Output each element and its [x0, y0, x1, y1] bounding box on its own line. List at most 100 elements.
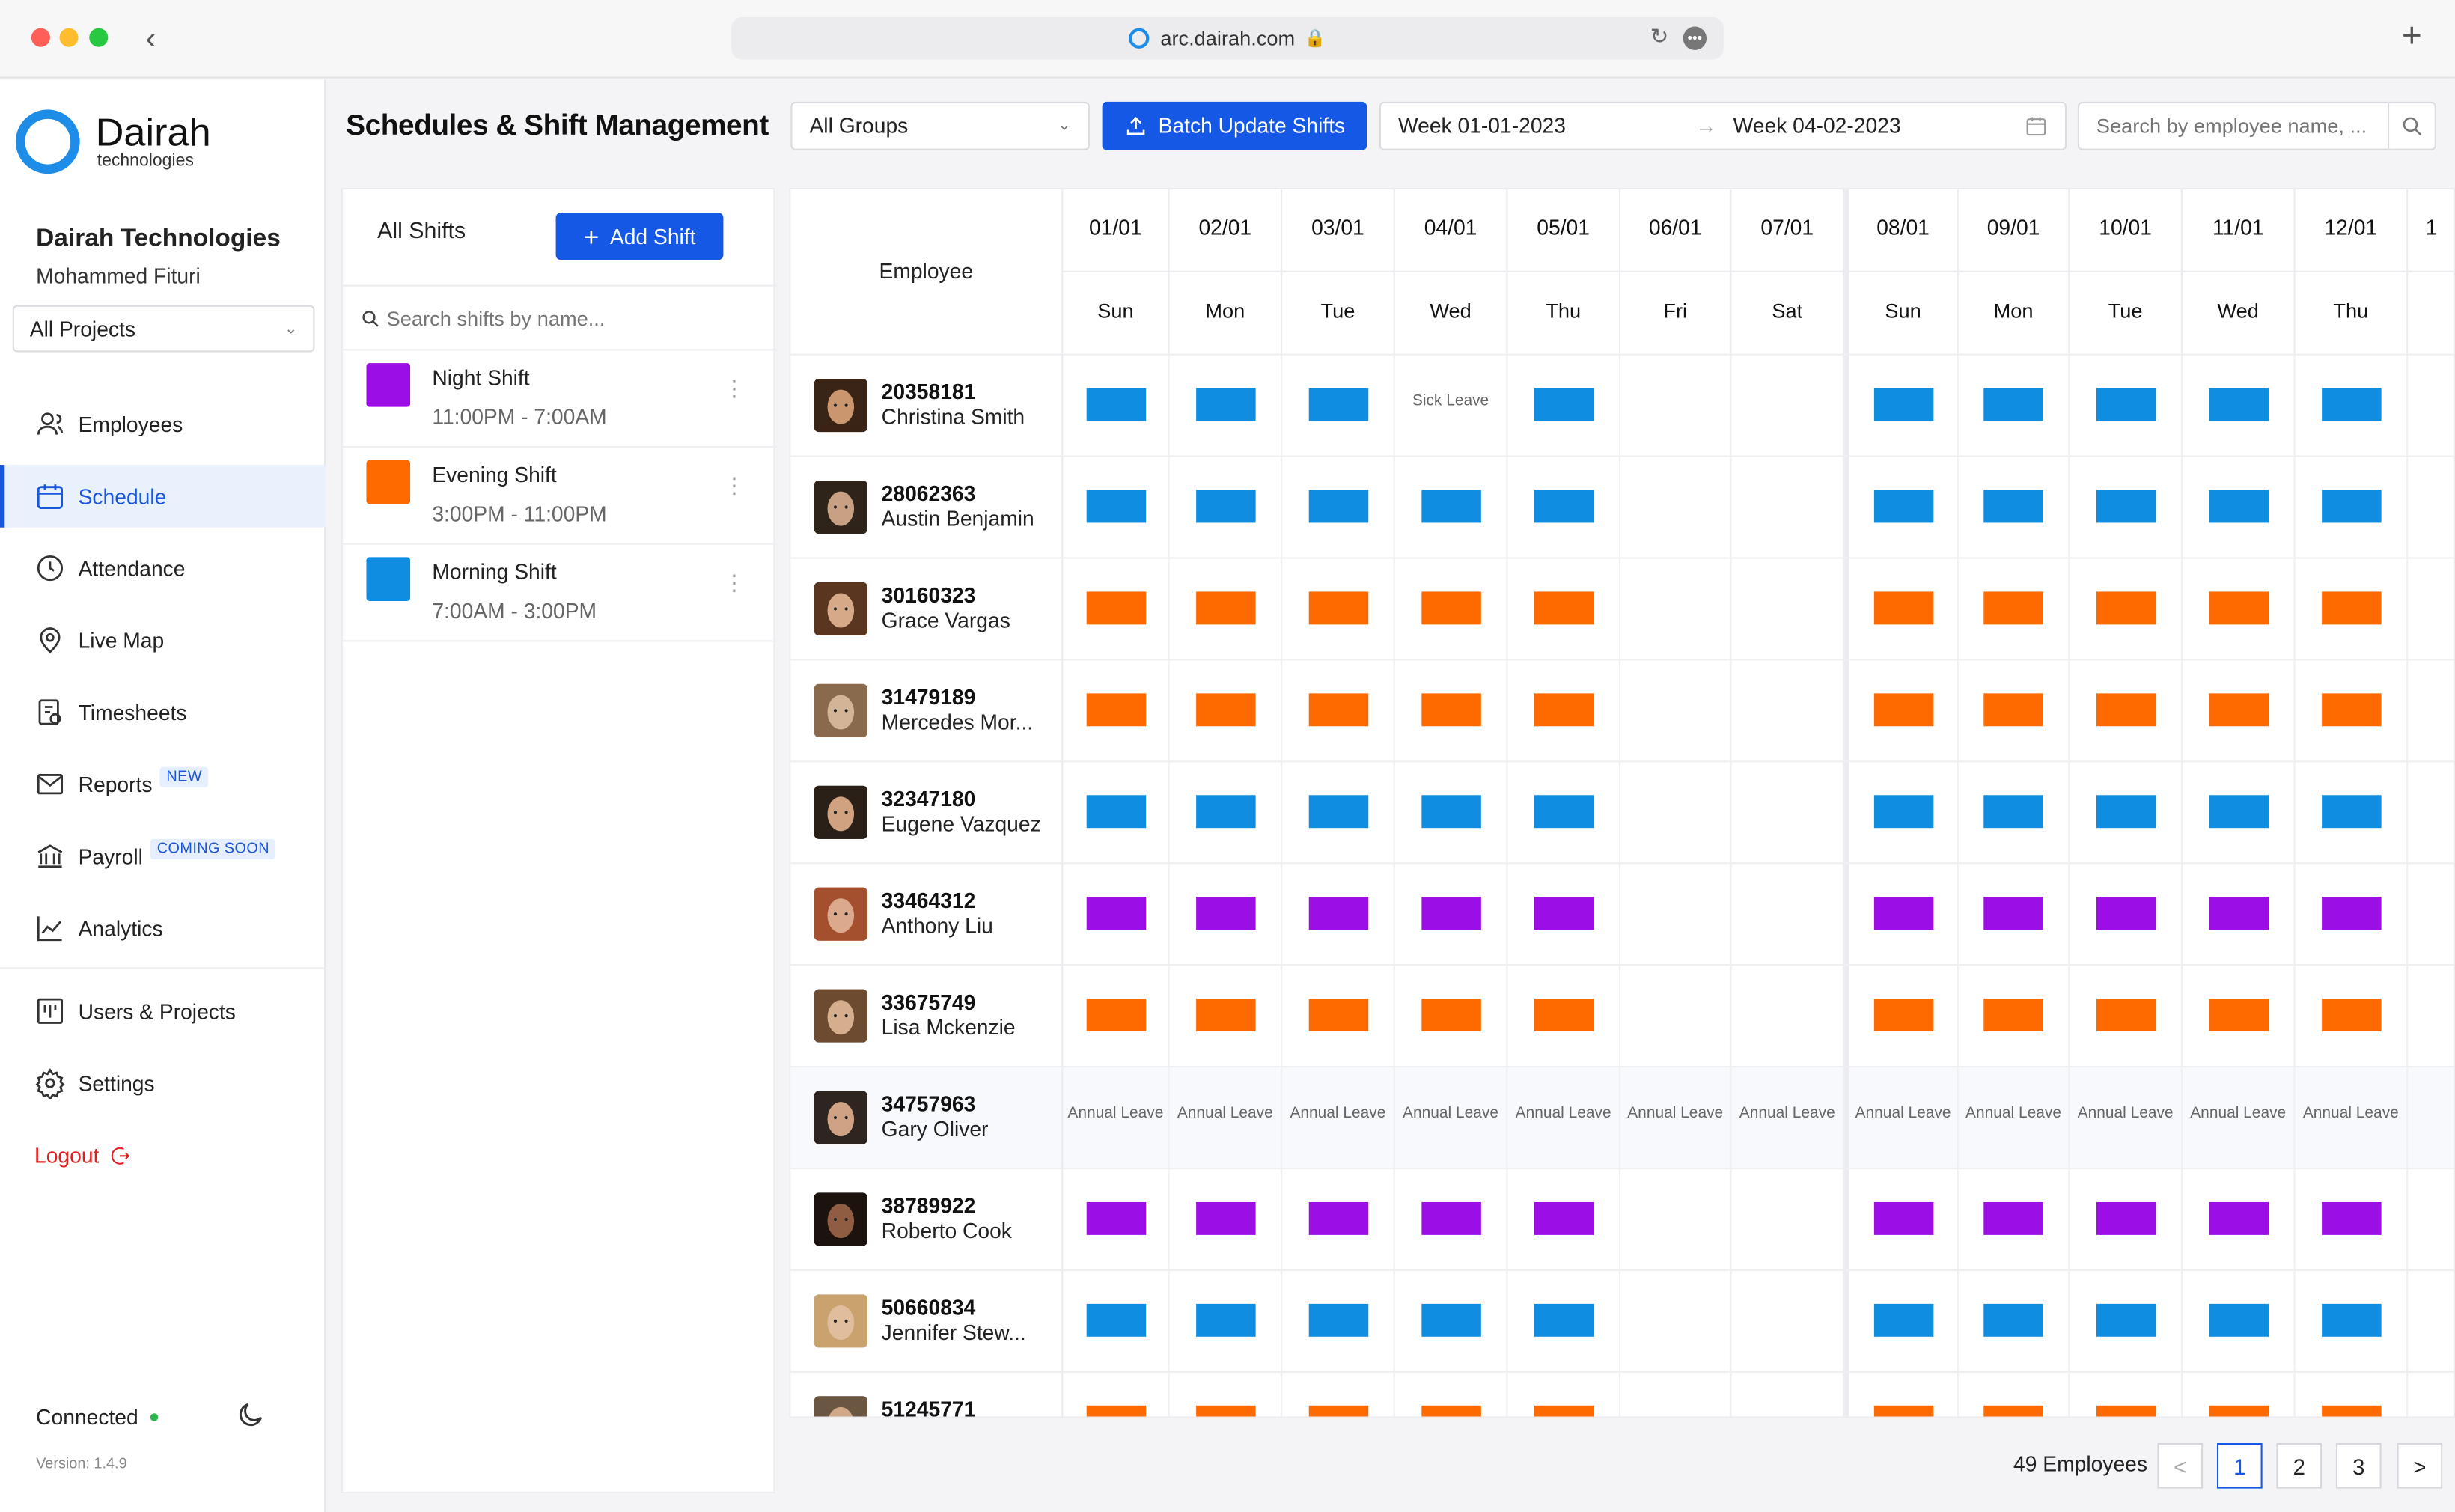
schedule-cell[interactable]	[2183, 660, 2296, 763]
shift-block[interactable]	[1195, 693, 1255, 727]
schedule-cell[interactable]	[2070, 762, 2183, 865]
schedule-cell[interactable]	[1282, 457, 1395, 559]
shift-block[interactable]	[2095, 693, 2156, 727]
employee-cell[interactable]: 32347180 Eugene Vazquez	[790, 762, 1064, 865]
shift-block[interactable]	[1085, 999, 1146, 1032]
schedule-cell[interactable]	[2296, 762, 2409, 865]
schedule-cell[interactable]	[2296, 1270, 2409, 1373]
schedule-cell[interactable]	[2296, 660, 2409, 763]
schedule-cell[interactable]	[2070, 864, 2183, 966]
schedule-cell[interactable]	[1732, 1270, 1845, 1373]
more-icon[interactable]: •••	[1683, 26, 1707, 50]
shift-block[interactable]	[1195, 795, 1255, 829]
schedule-cell[interactable]	[1063, 762, 1170, 865]
employee-cell[interactable]: 33464312 Anthony Liu	[790, 864, 1064, 966]
schedule-cell[interactable]	[1844, 1169, 1959, 1271]
shift-block[interactable]	[1308, 795, 1368, 829]
shift-block[interactable]	[1195, 591, 1255, 625]
schedule-cell[interactable]	[1620, 457, 1732, 559]
shift-block[interactable]	[1873, 795, 1933, 829]
schedule-cell[interactable]	[1395, 1169, 1508, 1271]
shift-block[interactable]	[2095, 795, 2156, 829]
schedule-cell[interactable]	[1732, 457, 1845, 559]
schedule-cell[interactable]	[1282, 355, 1395, 457]
shift-block[interactable]	[2208, 999, 2268, 1032]
schedule-cell[interactable]	[1170, 864, 1283, 966]
shift-block[interactable]	[1533, 1303, 1594, 1337]
shift-block[interactable]	[1085, 388, 1146, 421]
back-icon[interactable]: ‹	[145, 22, 156, 57]
shift-block[interactable]	[1533, 1405, 1594, 1417]
employee-search-field[interactable]	[2077, 101, 2436, 150]
shift-block[interactable]	[1533, 1201, 1594, 1235]
shift-block[interactable]	[1873, 1201, 1933, 1235]
shift-block[interactable]	[2208, 795, 2268, 829]
schedule-cell[interactable]	[1620, 1372, 1732, 1417]
schedule-cell[interactable]: Annual Leave	[1282, 1067, 1395, 1170]
shift-block[interactable]	[2321, 897, 2381, 930]
schedule-cell[interactable]	[2183, 558, 2296, 661]
schedule-cell[interactable]	[1507, 457, 1621, 559]
schedule-cell[interactable]	[1063, 355, 1170, 457]
shift-block[interactable]	[2095, 591, 2156, 625]
schedule-cell[interactable]	[1282, 1372, 1395, 1417]
schedule-cell[interactable]	[2183, 1372, 2296, 1417]
schedule-cell[interactable]	[1620, 558, 1732, 661]
schedule-cell[interactable]	[1620, 1169, 1732, 1271]
sidebar-item-employees[interactable]: Employees	[0, 393, 326, 456]
schedule-cell[interactable]	[1507, 558, 1621, 661]
shift-block[interactable]	[1421, 897, 1480, 930]
shift-block[interactable]	[1308, 999, 1368, 1032]
schedule-cell[interactable]	[1732, 864, 1845, 966]
schedule-cell[interactable]	[1620, 660, 1732, 763]
shift-block[interactable]	[1308, 897, 1368, 930]
schedule-cell[interactable]	[1063, 1270, 1170, 1373]
shift-block[interactable]	[1421, 490, 1480, 523]
schedule-cell[interactable]	[1170, 966, 1283, 1068]
schedule-cell[interactable]	[1282, 1270, 1395, 1373]
shift-block[interactable]	[1873, 999, 1933, 1032]
schedule-cell[interactable]	[1507, 355, 1621, 457]
schedule-cell[interactable]	[1959, 1270, 2070, 1373]
schedule-cell[interactable]	[2296, 966, 2409, 1068]
shift-block[interactable]	[2095, 490, 2156, 523]
shift-block[interactable]	[1533, 490, 1594, 523]
schedule-cell[interactable]	[1844, 762, 1959, 865]
schedule-cell[interactable]	[1959, 457, 2070, 559]
shift-block[interactable]	[1533, 897, 1594, 930]
shift-block[interactable]	[1873, 490, 1933, 523]
schedule-cell[interactable]	[1507, 1372, 1621, 1417]
shift-block[interactable]	[2095, 897, 2156, 930]
schedule-cell[interactable]	[1844, 864, 1959, 966]
shift-block[interactable]	[1308, 490, 1368, 523]
shift-block[interactable]	[1308, 1405, 1368, 1417]
schedule-cell[interactable]	[1395, 1270, 1508, 1373]
schedule-cell[interactable]	[1732, 558, 1845, 661]
sidebar-item-schedule[interactable]: Schedule	[0, 465, 326, 528]
schedule-cell[interactable]	[1170, 558, 1283, 661]
schedule-cell[interactable]	[1844, 457, 1959, 559]
schedule-cell[interactable]	[1844, 660, 1959, 763]
employee-cell[interactable]: 33675749 Lisa Mckenzie	[790, 966, 1064, 1068]
schedule-cell[interactable]	[1282, 660, 1395, 763]
shift-block[interactable]	[1195, 490, 1255, 523]
employee-cell[interactable]: 38789922 Roberto Cook	[790, 1169, 1064, 1271]
shift-block[interactable]	[1983, 1201, 2043, 1235]
schedule-cell[interactable]	[1507, 966, 1621, 1068]
add-shift-button[interactable]: + Add Shift	[555, 213, 724, 260]
schedule-cell[interactable]	[1282, 864, 1395, 966]
shift-block[interactable]	[1085, 1303, 1146, 1337]
schedule-cell[interactable]	[1620, 355, 1732, 457]
schedule-cell[interactable]	[1507, 660, 1621, 763]
employee-cell[interactable]: 50660834 Jennifer Stew...	[790, 1270, 1064, 1373]
shift-block[interactable]	[1085, 1405, 1146, 1417]
shift-block[interactable]	[1983, 591, 2043, 625]
sidebar-item-timesheets[interactable]: Timesheets	[0, 681, 326, 744]
shift-block[interactable]	[1873, 693, 1933, 727]
schedule-cell[interactable]	[2296, 355, 2409, 457]
shift-block[interactable]	[2208, 1201, 2268, 1235]
shift-block[interactable]	[2208, 693, 2268, 727]
schedule-cell[interactable]	[2070, 660, 2183, 763]
schedule-cell[interactable]	[2183, 864, 2296, 966]
page-1-button[interactable]: 1	[2216, 1442, 2263, 1489]
